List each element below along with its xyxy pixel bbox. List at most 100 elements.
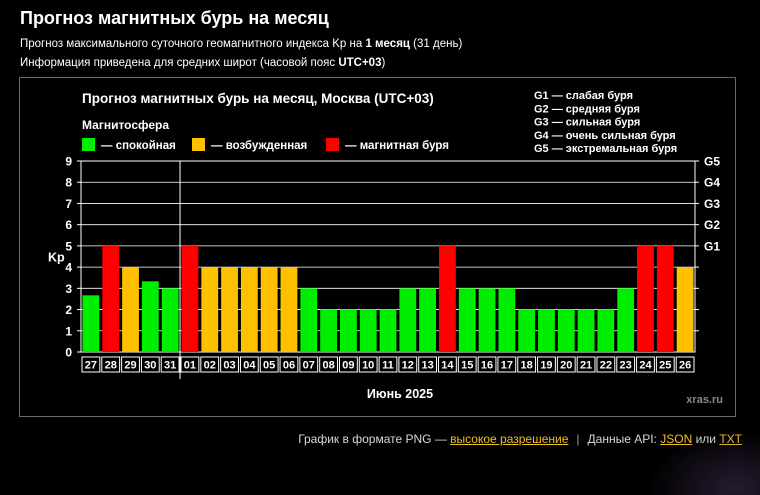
x-tick-label: 12 bbox=[402, 360, 414, 372]
footer-separator: | bbox=[576, 432, 580, 446]
legend-swatch bbox=[82, 138, 95, 151]
x-tick-box bbox=[160, 356, 180, 373]
x-tick-label: 07 bbox=[303, 360, 315, 372]
x-tick-label: 18 bbox=[521, 360, 533, 372]
kp-bar bbox=[201, 267, 219, 352]
x-tick-label: 20 bbox=[560, 360, 572, 372]
x-tick-label: 21 bbox=[580, 360, 592, 372]
kp-bar bbox=[82, 295, 100, 352]
g-legend-item: G5 — экстремальная буря bbox=[534, 143, 677, 155]
x-tick-label: 01 bbox=[184, 360, 196, 372]
x-tick-box bbox=[517, 356, 537, 373]
legend-label: — магнитная буря bbox=[345, 140, 449, 152]
y-tick-label: 1 bbox=[65, 324, 72, 338]
subtitle-forecast: Прогноз максимального суточного геомагни… bbox=[20, 37, 462, 51]
x-tick-box bbox=[279, 356, 299, 373]
x-tick-label: 05 bbox=[263, 360, 275, 372]
g-legend-item: G4 — очень сильная буря bbox=[534, 130, 676, 142]
g-level-label: G3 bbox=[704, 197, 720, 211]
x-tick-box bbox=[616, 356, 636, 373]
x-tick-box bbox=[477, 356, 497, 373]
x-tick-box bbox=[378, 356, 398, 373]
legend-swatch bbox=[192, 138, 205, 151]
x-tick-label: 19 bbox=[540, 360, 552, 372]
g-level-label: G5 bbox=[704, 155, 720, 169]
kp-bar bbox=[161, 288, 179, 352]
x-tick-box bbox=[338, 356, 358, 373]
x-tick-box bbox=[220, 356, 239, 373]
x-tick-box bbox=[655, 356, 675, 373]
watermark: xras.ru bbox=[686, 394, 723, 406]
kp-bar bbox=[557, 309, 575, 352]
kp-chart: Прогноз магнитных бурь на месяц, Москва … bbox=[48, 90, 723, 406]
g-legend-item: G2 — средняя буря bbox=[534, 103, 640, 115]
x-tick-label: 31 bbox=[164, 360, 176, 372]
kp-bar bbox=[122, 267, 139, 352]
kp-bar bbox=[518, 309, 536, 352]
x-tick-box bbox=[140, 356, 160, 373]
kp-bar bbox=[221, 267, 238, 352]
legend-swatch bbox=[326, 138, 339, 151]
kp-bar bbox=[320, 309, 337, 352]
kp-bar bbox=[498, 288, 516, 352]
g-level-label: G4 bbox=[704, 176, 720, 190]
kp-bar bbox=[637, 245, 654, 352]
kp-bar bbox=[280, 267, 298, 352]
kp-bar bbox=[260, 267, 278, 352]
g-level-label: G2 bbox=[704, 218, 720, 232]
y-tick-label: 0 bbox=[65, 346, 72, 360]
x-tick-label: 03 bbox=[223, 360, 235, 372]
subtitle-forecast-suffix: (31 день) bbox=[409, 38, 463, 50]
g-legend-item: G3 — сильная буря bbox=[534, 117, 640, 129]
x-tick-box bbox=[418, 356, 438, 373]
kp-bar bbox=[419, 288, 437, 352]
json-link[interactable]: JSON bbox=[660, 432, 693, 446]
x-tick-label: 27 bbox=[85, 360, 97, 372]
x-tick-box bbox=[299, 356, 319, 373]
subtitle-forecast-prefix: Прогноз максимального суточного геомагни… bbox=[20, 38, 366, 50]
x-tick-label: 02 bbox=[204, 360, 216, 372]
legend-label: — спокойная bbox=[101, 140, 176, 152]
y-tick-label: 2 bbox=[65, 303, 72, 317]
y-tick-label: 6 bbox=[65, 218, 72, 232]
x-tick-box bbox=[537, 356, 556, 373]
subtitle-timezone: UTC+03 bbox=[338, 57, 382, 69]
kp-bar bbox=[478, 288, 496, 352]
x-tick-box bbox=[636, 356, 655, 373]
x-tick-label: 22 bbox=[600, 360, 612, 372]
kp-bar bbox=[577, 309, 595, 352]
y-tick-label: 7 bbox=[65, 197, 72, 211]
x-tick-label: 29 bbox=[124, 360, 136, 372]
x-tick-box bbox=[81, 356, 101, 373]
legend-title: Магнитосфера bbox=[82, 118, 169, 132]
x-tick-box bbox=[180, 356, 200, 373]
x-tick-label: 30 bbox=[144, 360, 156, 372]
subtitle-forecast-period: 1 месяц bbox=[365, 38, 410, 50]
hires-link[interactable]: высокое разрешение bbox=[450, 432, 569, 446]
x-tick-label: 28 bbox=[105, 360, 117, 372]
kp-bar bbox=[102, 245, 120, 352]
footer: График в формате PNG — высокое разрешени… bbox=[298, 432, 742, 446]
x-tick-box bbox=[576, 356, 596, 373]
chart-frame: Прогноз магнитных бурь на месяц, Москва … bbox=[19, 77, 736, 417]
x-tick-label: 23 bbox=[620, 360, 632, 372]
x-tick-label: 13 bbox=[421, 360, 433, 372]
footer-png-text: График в формате PNG — bbox=[298, 432, 451, 446]
subtitle-latitude-prefix: Информация приведена для средних широт (… bbox=[20, 57, 339, 69]
x-tick-label: 09 bbox=[342, 360, 354, 372]
x-tick-label: 11 bbox=[382, 360, 394, 372]
y-tick-label: 8 bbox=[65, 176, 72, 190]
x-tick-label: 10 bbox=[362, 360, 374, 372]
x-tick-box bbox=[319, 356, 338, 373]
txt-link[interactable]: TXT bbox=[719, 432, 742, 446]
x-tick-label: 26 bbox=[679, 360, 691, 372]
x-tick-label: 14 bbox=[441, 360, 454, 372]
x-tick-box bbox=[497, 356, 517, 373]
g-level-label: G1 bbox=[704, 239, 720, 253]
kp-bar bbox=[141, 281, 159, 352]
y-tick-label: 3 bbox=[65, 282, 72, 296]
x-tick-box bbox=[457, 356, 477, 373]
x-axis-label: Июнь 2025 bbox=[367, 387, 433, 401]
kp-bar bbox=[676, 267, 694, 352]
x-tick-label: 15 bbox=[461, 360, 473, 372]
